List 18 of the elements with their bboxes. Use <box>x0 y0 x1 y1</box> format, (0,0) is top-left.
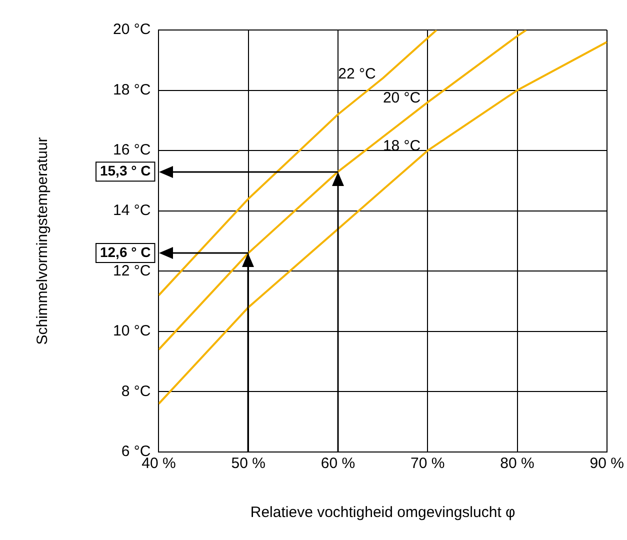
y-tick-label: 12 °C <box>113 262 151 280</box>
y-tick-label: 16 °C <box>113 142 151 159</box>
x-tick-label: 80 % <box>500 455 534 472</box>
y-tick-label: 14 °C <box>113 202 151 219</box>
y-tick-label: 12,6 ° C <box>100 244 151 260</box>
x-axis-title: Relatieve vochtigheid omgevingslucht φ <box>250 504 516 522</box>
y-tick-label: 10 °C <box>113 322 151 340</box>
y-axis-title: Schimmelvormingstemperatuur <box>34 137 52 345</box>
y-tick-label: 18 °C <box>113 81 151 98</box>
y-tick-label: 20 °C <box>113 21 151 38</box>
x-tick-label: 90 % <box>590 455 624 472</box>
x-tick-label: 50 % <box>231 455 266 472</box>
y-tick-label: 8 °C <box>121 382 151 400</box>
x-tick-label: 70 % <box>410 455 445 472</box>
y-tick-label: 15,3 ° C <box>100 162 151 179</box>
series-label: 22 °C <box>338 65 376 82</box>
series-label: 20 °C <box>382 89 421 106</box>
x-tick-label: 60 % <box>320 455 356 472</box>
